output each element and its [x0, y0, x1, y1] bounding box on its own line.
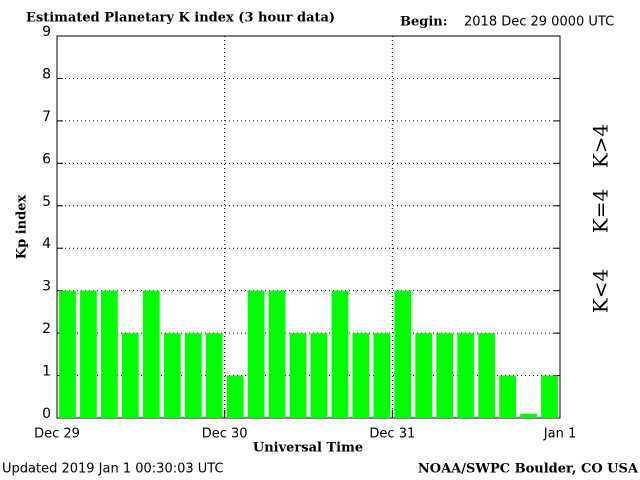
bar — [289, 333, 307, 418]
x-tick-label: Dec 29 — [34, 427, 80, 442]
bar — [184, 333, 202, 418]
bar — [268, 290, 286, 418]
bar — [101, 290, 118, 418]
bar — [394, 290, 412, 418]
y-tick-label: 0 — [42, 406, 51, 422]
bar — [59, 290, 76, 418]
bar — [373, 333, 391, 418]
begin-label: Begin: — [400, 15, 448, 30]
bar — [331, 290, 349, 418]
bar — [520, 413, 537, 418]
y-tick-label: 6 — [42, 151, 51, 167]
y-tick-label: 1 — [42, 364, 51, 380]
credit: NOAA/SWPC Boulder, CO USA — [418, 462, 639, 477]
x-tick-label: Dec 30 — [202, 427, 248, 442]
bar — [226, 375, 244, 418]
x-axis-label: Universal Time — [253, 441, 363, 456]
bar — [541, 375, 558, 418]
x-tick-label: Dec 31 — [369, 427, 415, 442]
y-tick-label: 8 — [42, 66, 51, 82]
chart-title: Estimated Planetary K index (3 hour data… — [26, 11, 335, 26]
x-tick-label: Jan 1 — [543, 427, 576, 442]
legend-label: K<4 — [589, 269, 613, 313]
y-tick-label: 7 — [42, 109, 51, 125]
y-tick-label: 9 — [42, 24, 51, 40]
bar — [121, 333, 139, 418]
bar — [163, 333, 181, 418]
y-tick-label: 2 — [42, 321, 51, 337]
y-tick-label: 5 — [42, 194, 51, 210]
bar — [80, 290, 97, 418]
bar — [478, 333, 496, 418]
bar — [436, 333, 454, 418]
plot-frame — [56, 35, 561, 419]
y-tick-label: 4 — [42, 236, 51, 252]
bar — [247, 290, 265, 418]
legend-label: K>4 — [589, 124, 613, 168]
bar — [205, 333, 223, 418]
y-axis-label: Kp index — [15, 195, 30, 260]
bar — [352, 333, 370, 418]
bar — [310, 333, 328, 418]
legend-label: K=4 — [589, 189, 613, 233]
updated: Updated 2019 Jan 1 00:30:03 UTC — [2, 462, 224, 477]
bar — [142, 290, 160, 418]
bar — [499, 375, 516, 418]
y-tick-label: 3 — [42, 279, 51, 295]
begin-value: 2018 Dec 29 0000 UTC — [464, 15, 614, 30]
bar — [415, 333, 433, 418]
bar — [457, 333, 475, 418]
